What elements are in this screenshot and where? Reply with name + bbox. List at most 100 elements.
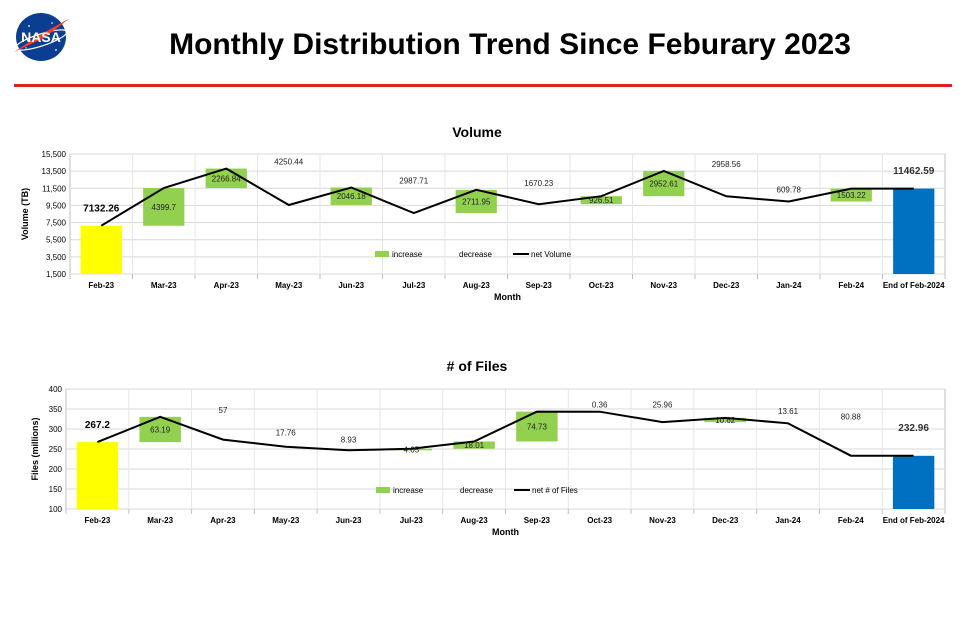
bar-start [76, 442, 119, 509]
volume-chart: Volume 1,500 3,500 5,500 7,500 9,500 11,500 13,… [20, 124, 946, 302]
change-label: 80.88 [841, 412, 862, 421]
x-tick-label: Aug-23 [463, 281, 491, 290]
x-axis-label: Month [492, 527, 519, 537]
x-tick-label: Apr-23 [214, 281, 240, 290]
x-tick-label: Jul-23 [400, 516, 424, 525]
end-value-label: 232.96 [898, 423, 929, 434]
bar-start [80, 225, 122, 274]
x-tick-label: Mar-23 [151, 281, 177, 290]
x-tick-label: Apr-23 [210, 516, 236, 525]
chart-title: Volume [452, 124, 502, 140]
change-label: 63.19 [150, 425, 171, 434]
x-tick-label: Jun-23 [336, 516, 362, 525]
bar-increase [143, 188, 185, 226]
change-label: 926.51 [589, 196, 614, 205]
x-tick-label: Feb-23 [84, 516, 110, 525]
y-tick-label: 150 [49, 485, 63, 494]
change-label: 2987.71 [399, 176, 428, 185]
end-value-label: 11462.59 [893, 166, 935, 177]
x-tick-label: Aug-23 [461, 516, 489, 525]
y-tick-label: 400 [49, 385, 63, 394]
change-label: 2711.95 [462, 197, 491, 206]
x-tick-label: End of Feb-2024 [883, 516, 945, 525]
change-label: 1670.23 [524, 179, 553, 188]
x-tick-label: Dec-23 [713, 281, 740, 290]
change-label: 4250.44 [274, 158, 303, 167]
bar-end [893, 188, 935, 274]
x-tick-label: Mar-23 [147, 516, 173, 525]
legend-swatch-increase [376, 487, 390, 493]
y-axis-label: Volume (TB) [20, 188, 30, 240]
x-tick-label: Jul-23 [402, 281, 426, 290]
y-tick-label: 9,500 [46, 201, 67, 210]
x-tick-label: Dec-23 [712, 516, 739, 525]
change-label: 1503.22 [837, 191, 866, 200]
title-divider [14, 84, 952, 87]
x-tick-label: Feb-24 [838, 281, 864, 290]
y-tick-label: 7,500 [46, 219, 67, 228]
change-label: 2266.84 [212, 174, 241, 183]
legend-label-decrease: decrease [459, 250, 492, 259]
y-tick-label: 300 [49, 425, 63, 434]
change-label: 57 [219, 406, 228, 415]
x-tick-label: Oct-23 [589, 281, 614, 290]
y-tick-label: 200 [49, 465, 63, 474]
y-tick-label: 250 [49, 445, 63, 454]
change-label: 18.01 [464, 441, 485, 450]
legend-label-increase: increase [392, 250, 423, 259]
x-tick-label: Nov-23 [650, 281, 677, 290]
legend-label-decrease: decrease [460, 486, 493, 495]
x-tick-label: Oct-23 [587, 516, 612, 525]
change-label: 10.62 [715, 416, 736, 425]
change-label: 2958.56 [712, 160, 741, 169]
start-value-label: 267.2 [85, 420, 110, 431]
change-label: 17.76 [276, 429, 297, 438]
logo-chevron [14, 18, 70, 52]
y-tick-label: 3,500 [46, 253, 67, 262]
y-tick-label: 350 [49, 405, 63, 414]
bar-increase [455, 189, 497, 214]
change-label: 4399.7 [152, 203, 177, 212]
change-label: 2952.61 [649, 180, 678, 189]
bar-increase [830, 188, 872, 202]
y-tick-label: 11,500 [42, 184, 66, 193]
x-tick-label: Feb-24 [838, 516, 864, 525]
bar-increase [580, 196, 622, 205]
x-tick-label: Nov-23 [649, 516, 676, 525]
x-tick-label: May-23 [275, 281, 303, 290]
change-label: 25.96 [652, 401, 673, 410]
bar-increase [704, 417, 746, 423]
legend-label-increase: increase [393, 486, 424, 495]
net-line [97, 410, 914, 457]
logo-text: NASA [21, 29, 61, 45]
x-tick-label: Feb-23 [88, 281, 114, 290]
y-tick-label: 100 [49, 505, 63, 514]
bar-increase [453, 441, 495, 449]
chart-title: # of Files [447, 358, 508, 374]
bar-increase [516, 411, 558, 442]
start-value-label: 7132.26 [83, 204, 120, 215]
x-tick-label: Jun-23 [338, 281, 364, 290]
legend-label-net: net Volume [531, 250, 572, 259]
x-tick-label: May-23 [272, 516, 300, 525]
y-tick-label: 15,500 [42, 150, 67, 159]
x-tick-label: Jan-24 [776, 281, 802, 290]
change-label: 8.93 [341, 436, 357, 445]
legend-swatch-increase [375, 251, 389, 257]
change-label: 74.73 [527, 423, 548, 432]
x-tick-label: Sep-23 [526, 281, 553, 290]
x-axis-label: Month [494, 292, 521, 302]
bar-increase [643, 170, 685, 197]
page-title: Monthly Distribution Trend Since Feburar… [169, 28, 851, 61]
y-axis-label: Files (millions) [30, 417, 40, 480]
x-tick-label: End of Feb-2024 [883, 281, 945, 290]
net-line [100, 167, 914, 227]
y-tick-label: 1,500 [46, 270, 67, 279]
change-label: 2046.18 [337, 192, 366, 201]
x-tick-label: Sep-23 [524, 516, 551, 525]
bar-end [892, 455, 935, 509]
x-tick-label: Jan-24 [775, 516, 801, 525]
change-label: 0.36 [592, 401, 608, 410]
y-tick-label: 5,500 [46, 236, 67, 245]
y-tick-label: 13,500 [42, 167, 67, 176]
